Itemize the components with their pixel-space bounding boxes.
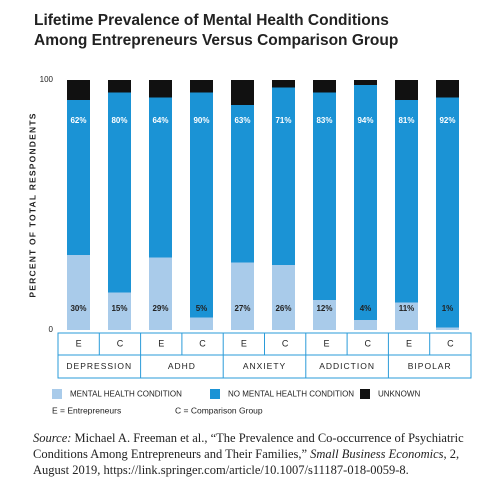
bar-segment (149, 80, 172, 98)
value-label: 62% (70, 116, 86, 125)
bar-segment (395, 80, 418, 100)
legend-label: UNKNOWN (378, 390, 420, 399)
x-tick-label: C (117, 338, 124, 348)
x-tick-label: E (76, 338, 82, 348)
bar-segment (436, 97, 459, 328)
value-label: 90% (193, 116, 209, 125)
source-text: Michael A. Freeman et al., “The Prevalen… (33, 431, 464, 461)
bar-segment (436, 80, 459, 98)
x-tick-label: E (241, 338, 247, 348)
bar-segment (108, 92, 131, 293)
legend-label: MENTAL HEALTH CONDITION (70, 390, 182, 399)
legend-note: E = Entrepreneurs (52, 405, 121, 415)
source-journal: Small Business Economics (310, 447, 444, 461)
value-label: 5% (196, 304, 208, 313)
value-label: 1% (442, 304, 454, 313)
group-label: DEPRESSION (66, 361, 132, 371)
value-label: 83% (316, 116, 332, 125)
group-label: ANXIETY (243, 361, 286, 371)
bar-segment (272, 80, 295, 88)
bar-segment (354, 320, 377, 330)
bar-segment (313, 80, 336, 93)
legend-swatch (52, 389, 62, 399)
bar-segment (354, 80, 377, 85)
bar-segment (67, 80, 90, 100)
group-label: BIPOLAR (408, 361, 452, 371)
bar-segment (395, 100, 418, 303)
value-label: 80% (111, 116, 127, 125)
value-label: 12% (316, 304, 332, 313)
y-axis-label: PERCENT OF TOTAL RESPONDENTS (27, 112, 37, 297)
value-label: 27% (234, 304, 250, 313)
y-tick-label: 100 (40, 75, 54, 84)
value-label: 30% (70, 304, 86, 313)
group-label: ADDICTION (319, 361, 375, 371)
bar-segment (190, 317, 213, 330)
legend-swatch (360, 389, 370, 399)
bar-segment (190, 80, 213, 93)
value-label: 4% (360, 304, 372, 313)
bar-segment (436, 327, 459, 330)
group-label: ADHD (168, 361, 196, 371)
source-rest: , 2, August 2019, https://link.springer.… (33, 447, 460, 477)
value-label: 92% (439, 116, 455, 125)
bar-segment (67, 255, 90, 330)
bar-segment (231, 105, 254, 263)
value-label: 94% (357, 116, 373, 125)
source: Source: Michael A. Freeman et al., “The … (33, 430, 473, 478)
bar-segment (108, 80, 131, 93)
bar-segment (231, 262, 254, 330)
x-tick-label: E (406, 338, 412, 348)
chart-title: Lifetime Prevalence of Mental Health Con… (34, 12, 389, 29)
bar-segment (231, 80, 254, 105)
value-label: 63% (234, 116, 250, 125)
bar-segment (313, 300, 336, 330)
x-tick-label: C (199, 338, 206, 348)
value-label: 81% (398, 116, 414, 125)
bar-segment (149, 257, 172, 330)
bar-segment (108, 292, 131, 330)
bar-segment (354, 85, 377, 320)
bar-segment (67, 100, 90, 255)
bar-segment (313, 92, 336, 300)
legend-swatch (210, 389, 220, 399)
value-label: 64% (152, 116, 168, 125)
bar-segment (190, 92, 213, 318)
value-label: 26% (275, 304, 291, 313)
y-tick-label: 0 (49, 325, 54, 334)
bar-segment (149, 97, 172, 258)
value-label: 15% (111, 304, 127, 313)
bar-segment (395, 302, 418, 330)
value-label: 71% (275, 116, 291, 125)
value-label: 11% (399, 304, 415, 313)
x-tick-label: E (323, 338, 329, 348)
x-tick-label: C (282, 338, 289, 348)
x-tick-label: E (158, 338, 164, 348)
bar-segment (272, 87, 295, 265)
source-label: Source: (33, 431, 72, 445)
x-tick-label: C (365, 338, 372, 348)
chart: Lifetime Prevalence of Mental Health Con… (27, 12, 472, 415)
value-label: 29% (152, 304, 168, 313)
x-tick-label: C (447, 338, 454, 348)
legend-note: C = Comparison Group (175, 405, 263, 415)
legend-label: NO MENTAL HEALTH CONDITION (228, 390, 354, 399)
chart-title: Among Entrepreneurs Versus Comparison Gr… (34, 32, 398, 49)
bar-segment (272, 265, 295, 330)
